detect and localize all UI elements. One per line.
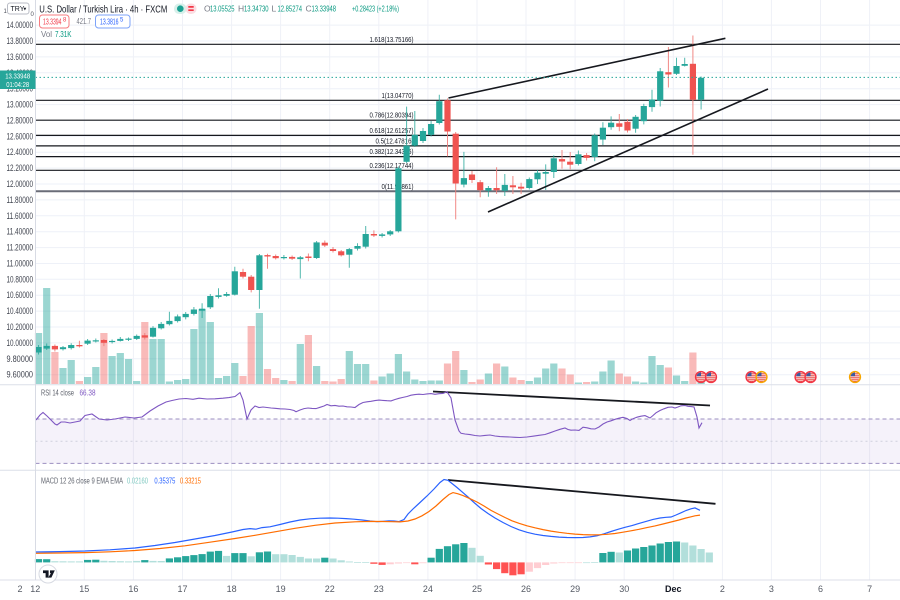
svg-text:3: 3 bbox=[769, 584, 774, 594]
svg-text:1: 1 bbox=[4, 9, 8, 15]
svg-text:12.85274: 12.85274 bbox=[278, 4, 303, 14]
svg-text:2: 2 bbox=[17, 584, 22, 594]
svg-text:1(13.04770): 1(13.04770) bbox=[382, 91, 414, 100]
svg-text:6: 6 bbox=[818, 584, 823, 594]
svg-text:13.80000: 13.80000 bbox=[7, 36, 34, 46]
svg-text:30: 30 bbox=[619, 584, 629, 594]
svg-text:9.60000: 9.60000 bbox=[7, 370, 34, 380]
svg-text:2: 2 bbox=[720, 584, 725, 594]
svg-text:10.40000: 10.40000 bbox=[7, 306, 34, 316]
svg-text:9.80000: 9.80000 bbox=[7, 354, 34, 364]
svg-text:11.00000: 11.00000 bbox=[7, 259, 34, 269]
svg-text:13.00000: 13.00000 bbox=[7, 100, 34, 110]
svg-text:14.00000: 14.00000 bbox=[7, 20, 34, 30]
svg-text:10.00000: 10.00000 bbox=[7, 338, 34, 348]
svg-text:22: 22 bbox=[325, 584, 335, 594]
svg-text:0.5(12.47816): 0.5(12.47816) bbox=[376, 136, 414, 145]
svg-text:7.31K: 7.31K bbox=[55, 29, 72, 39]
svg-text:12: 12 bbox=[30, 584, 40, 594]
svg-text:L: L bbox=[272, 4, 277, 14]
svg-text:12.00000: 12.00000 bbox=[7, 179, 34, 189]
svg-text:421.7: 421.7 bbox=[77, 17, 92, 26]
svg-text:0.33215: 0.33215 bbox=[180, 476, 201, 486]
svg-text:12.60000: 12.60000 bbox=[7, 131, 34, 141]
svg-text:10.80000: 10.80000 bbox=[7, 274, 34, 284]
svg-text:1.618(13.75166): 1.618(13.75166) bbox=[370, 35, 414, 44]
svg-text:16: 16 bbox=[128, 584, 138, 594]
svg-text:10.20000: 10.20000 bbox=[7, 322, 34, 332]
svg-text:12.80000: 12.80000 bbox=[7, 115, 34, 125]
svg-text:12.40000: 12.40000 bbox=[7, 147, 34, 157]
svg-text:C: C bbox=[306, 4, 312, 14]
svg-text:13.33948: 13.33948 bbox=[312, 4, 337, 14]
svg-text:15: 15 bbox=[79, 584, 89, 594]
svg-text:18: 18 bbox=[227, 584, 237, 594]
svg-text:H: H bbox=[238, 4, 244, 14]
svg-text:17: 17 bbox=[177, 584, 187, 594]
svg-text:29: 29 bbox=[570, 584, 580, 594]
svg-text:13.3816: 13.3816 bbox=[100, 17, 119, 27]
svg-text:11.80000: 11.80000 bbox=[7, 195, 34, 205]
svg-text:U.S. Dollar / Turkish Lira · 4: U.S. Dollar / Turkish Lira · 4h · FXCM bbox=[39, 4, 167, 16]
svg-text:O: O bbox=[204, 4, 211, 14]
svg-text:13.33948: 13.33948 bbox=[5, 72, 30, 81]
svg-text:23: 23 bbox=[374, 584, 384, 594]
svg-text:13.05525: 13.05525 bbox=[210, 4, 235, 14]
svg-text:0.35375: 0.35375 bbox=[154, 476, 175, 486]
svg-text:26: 26 bbox=[521, 584, 531, 594]
svg-text:10.60000: 10.60000 bbox=[7, 290, 34, 300]
svg-text:0.236(12.17744): 0.236(12.17744) bbox=[370, 161, 414, 170]
svg-text:+0.28423 (+2.18%): +0.28423 (+2.18%) bbox=[352, 4, 399, 14]
svg-text:5: 5 bbox=[120, 18, 124, 24]
svg-text:TRY: TRY bbox=[11, 6, 25, 13]
svg-text:Vol: Vol bbox=[41, 29, 52, 39]
svg-text:Dec: Dec bbox=[665, 584, 682, 594]
svg-text:8: 8 bbox=[63, 18, 67, 24]
svg-text:11.60000: 11.60000 bbox=[7, 211, 34, 221]
svg-text:0.618(12.61257): 0.618(12.61257) bbox=[370, 126, 414, 135]
svg-text:13.60000: 13.60000 bbox=[7, 52, 34, 62]
svg-text:11.20000: 11.20000 bbox=[7, 243, 34, 253]
svg-text:RSI 14 close: RSI 14 close bbox=[41, 388, 74, 398]
svg-text:MACD 12 26 close 9 EMA EMA: MACD 12 26 close 9 EMA EMA bbox=[41, 476, 123, 486]
svg-text:66.38: 66.38 bbox=[80, 388, 96, 398]
svg-text:13.3394: 13.3394 bbox=[43, 17, 62, 27]
svg-text:25: 25 bbox=[472, 584, 482, 594]
svg-text:19: 19 bbox=[276, 584, 286, 594]
svg-text:7: 7 bbox=[867, 584, 872, 594]
svg-text:24: 24 bbox=[423, 584, 433, 594]
svg-text:12.20000: 12.20000 bbox=[7, 163, 34, 173]
svg-text:0.02160: 0.02160 bbox=[127, 476, 148, 486]
svg-text:0.382(12.34375): 0.382(12.34375) bbox=[370, 147, 414, 156]
svg-text:0: 0 bbox=[31, 12, 35, 18]
svg-text:0.786(12.80394): 0.786(12.80394) bbox=[370, 111, 414, 120]
svg-text:11.40000: 11.40000 bbox=[7, 227, 34, 237]
svg-text:01:04:28: 01:04:28 bbox=[6, 80, 29, 89]
svg-text:▾: ▾ bbox=[24, 7, 27, 13]
svg-text:13.34730: 13.34730 bbox=[244, 4, 269, 14]
